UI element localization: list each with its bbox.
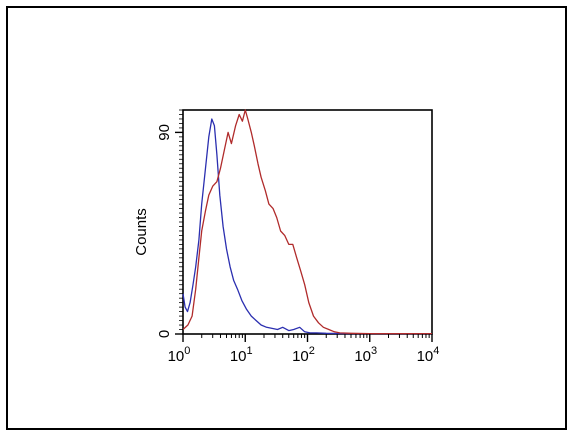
x-tick-label-3: 103 — [354, 345, 377, 365]
x-tick-base: 10 — [168, 348, 185, 365]
y-axis-label: Counts — [133, 208, 150, 256]
x-tick-exponent: 3 — [371, 345, 377, 357]
x-tick-label-2: 102 — [292, 345, 315, 365]
x-tick-base: 10 — [417, 348, 434, 365]
figure-frame: 100 101 102 103 104 0 90 Counts — [6, 6, 567, 430]
x-tick-label-1: 101 — [230, 345, 253, 365]
x-tick-base: 10 — [292, 348, 309, 365]
x-tick-exponent: 0 — [184, 345, 190, 357]
y-tick-label-0: 0 — [156, 330, 173, 338]
y-tick-label-1: 90 — [156, 124, 173, 141]
x-tick-exponent: 1 — [247, 345, 253, 357]
x-tick-exponent: 2 — [309, 345, 315, 357]
series-line-1 — [182, 109, 432, 335]
series-layer — [182, 109, 432, 335]
axes-layer — [182, 109, 433, 335]
x-tick-base: 10 — [230, 348, 247, 365]
series-line-0 — [182, 118, 432, 335]
x-tick-base: 10 — [354, 348, 371, 365]
x-tick-exponent: 4 — [433, 345, 439, 357]
x-tick-label-0: 100 — [168, 345, 191, 365]
x-tick-label-4: 104 — [417, 345, 440, 365]
plot-border — [182, 109, 433, 335]
